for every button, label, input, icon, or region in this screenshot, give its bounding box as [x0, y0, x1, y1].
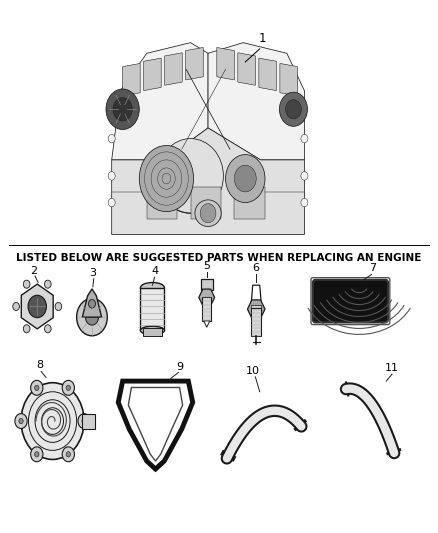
Polygon shape — [165, 53, 182, 85]
Bar — [202, 297, 211, 321]
Bar — [251, 305, 261, 310]
Text: 1: 1 — [259, 33, 267, 45]
Circle shape — [301, 134, 308, 143]
Circle shape — [286, 100, 301, 119]
Polygon shape — [112, 43, 208, 160]
Circle shape — [226, 155, 265, 203]
Polygon shape — [147, 187, 177, 219]
Polygon shape — [199, 289, 215, 306]
Circle shape — [15, 414, 27, 429]
Circle shape — [66, 451, 71, 457]
Circle shape — [108, 198, 115, 207]
Polygon shape — [204, 321, 210, 327]
Circle shape — [45, 325, 51, 333]
Ellipse shape — [158, 139, 223, 213]
Text: 11: 11 — [385, 363, 399, 373]
Bar — [140, 288, 164, 330]
Polygon shape — [144, 58, 161, 91]
Text: 5: 5 — [203, 261, 210, 271]
Circle shape — [200, 204, 216, 223]
Text: 2: 2 — [30, 265, 37, 276]
Text: 10: 10 — [246, 366, 260, 376]
Circle shape — [62, 381, 74, 395]
Circle shape — [85, 309, 99, 325]
Polygon shape — [112, 128, 304, 235]
Circle shape — [301, 198, 308, 207]
Circle shape — [139, 146, 194, 212]
Text: 6: 6 — [253, 263, 260, 273]
Circle shape — [301, 172, 308, 180]
Polygon shape — [238, 53, 255, 85]
Circle shape — [45, 280, 51, 288]
Polygon shape — [186, 47, 203, 80]
Circle shape — [31, 447, 43, 462]
Circle shape — [23, 280, 30, 288]
Circle shape — [77, 298, 107, 336]
Polygon shape — [251, 285, 261, 306]
Polygon shape — [82, 414, 95, 429]
Polygon shape — [82, 289, 102, 317]
Ellipse shape — [195, 200, 221, 227]
Text: 9: 9 — [176, 361, 183, 372]
Circle shape — [88, 300, 95, 308]
Circle shape — [234, 165, 256, 192]
Circle shape — [21, 383, 84, 459]
Bar — [201, 279, 213, 290]
Circle shape — [279, 92, 307, 126]
Circle shape — [78, 414, 90, 429]
Circle shape — [13, 302, 19, 311]
Polygon shape — [123, 63, 140, 96]
Circle shape — [35, 385, 39, 391]
Circle shape — [108, 134, 115, 143]
Circle shape — [28, 295, 46, 318]
Circle shape — [82, 418, 86, 424]
Bar — [251, 308, 261, 336]
Text: 7: 7 — [369, 263, 376, 273]
Polygon shape — [128, 387, 183, 461]
Polygon shape — [247, 300, 265, 318]
Ellipse shape — [140, 282, 164, 293]
Circle shape — [106, 89, 139, 130]
Circle shape — [113, 98, 132, 121]
Bar — [251, 318, 261, 323]
Polygon shape — [208, 43, 304, 160]
Text: 3: 3 — [89, 268, 96, 278]
Text: 4: 4 — [151, 266, 158, 276]
Circle shape — [66, 385, 71, 391]
Text: LISTED BELOW ARE SUGGESTED PARTS WHEN REPLACING AN ENGINE: LISTED BELOW ARE SUGGESTED PARTS WHEN RE… — [16, 253, 422, 263]
Circle shape — [62, 447, 74, 462]
Circle shape — [55, 302, 62, 311]
Polygon shape — [259, 58, 276, 91]
Bar — [251, 311, 261, 317]
FancyBboxPatch shape — [313, 280, 388, 322]
Bar — [251, 324, 261, 329]
Polygon shape — [21, 284, 53, 329]
Circle shape — [108, 172, 115, 180]
Polygon shape — [234, 187, 265, 219]
Circle shape — [23, 325, 30, 333]
Circle shape — [35, 451, 39, 457]
Polygon shape — [191, 187, 221, 219]
Ellipse shape — [140, 326, 164, 335]
Bar — [143, 328, 162, 336]
Bar — [251, 330, 261, 336]
Polygon shape — [217, 47, 234, 80]
Circle shape — [19, 418, 23, 424]
Polygon shape — [280, 63, 297, 96]
Text: 8: 8 — [36, 360, 43, 370]
Circle shape — [31, 381, 43, 395]
